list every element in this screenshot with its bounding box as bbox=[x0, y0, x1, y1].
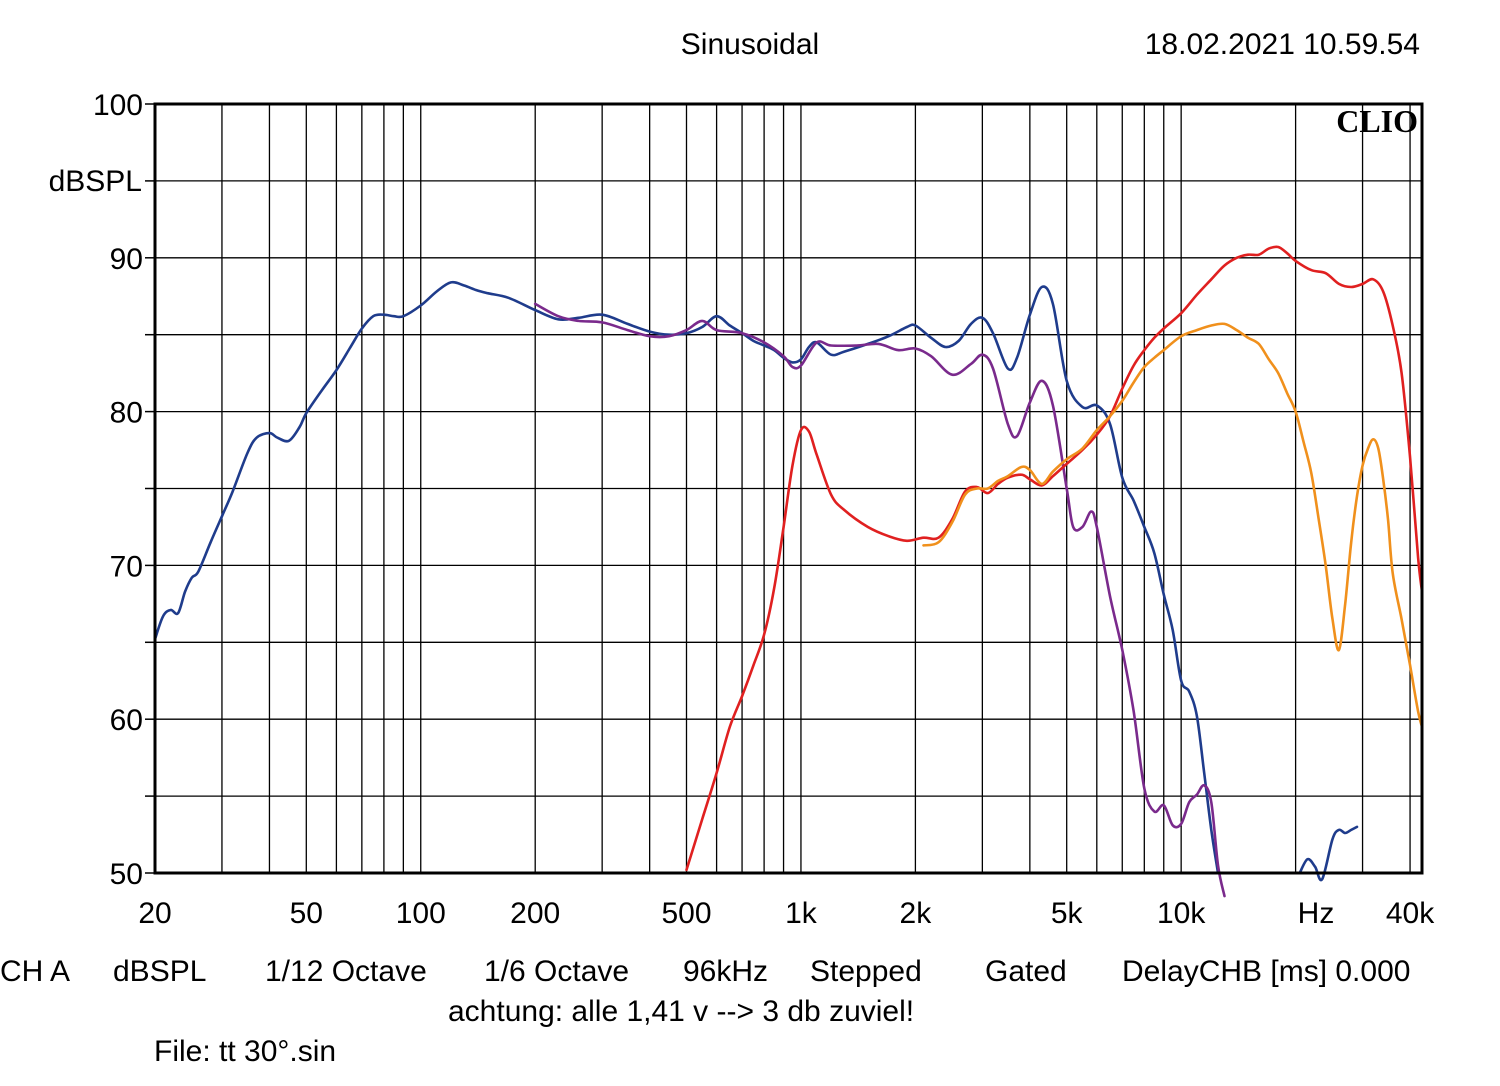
x-tick-label: 200 bbox=[510, 897, 560, 930]
x-tick-label: 100 bbox=[396, 897, 446, 930]
y-tick-label: 90 bbox=[110, 243, 143, 276]
response-curve-4 bbox=[922, 322, 1424, 729]
y-tick-label: 50 bbox=[110, 858, 143, 891]
measurement-timestamp: 18.02.2021 10.59.54 bbox=[1144, 28, 1420, 61]
x-axis-unit-label: Hz bbox=[1298, 897, 1335, 930]
sweep-mode-label: Stepped bbox=[810, 955, 922, 988]
y-tick-label: 100 bbox=[93, 89, 143, 122]
channel-label: CH A bbox=[0, 955, 71, 988]
x-axis-ticks: 20 50 100 200 500 1k 2k 5k 10k 40k bbox=[138, 897, 1435, 930]
y-tick-label: 80 bbox=[110, 397, 143, 430]
clio-brand-logo: CLIO bbox=[1336, 103, 1418, 139]
x-tick-label: 50 bbox=[290, 897, 323, 930]
response-curve-0 bbox=[153, 280, 1220, 875]
y-tick-label: 60 bbox=[110, 704, 143, 737]
smoothing-label: 1/12 Octave bbox=[265, 955, 427, 988]
chart-title: Sinusoidal bbox=[680, 28, 820, 61]
file-name: File: tt 30°.sin bbox=[154, 1035, 337, 1068]
x-tick-label: 10k bbox=[1157, 897, 1206, 930]
measurement-note: achtung: alle 1,41 v --> 3 db zuviel! bbox=[448, 995, 915, 1028]
x-tick-label: 500 bbox=[661, 897, 711, 930]
y-tick-label: 70 bbox=[110, 550, 143, 583]
delay-label: DelayCHB [ms] 0.000 bbox=[1122, 955, 1411, 988]
sample-rate-label: 96kHz bbox=[683, 955, 769, 988]
window-label: Gated bbox=[985, 955, 1067, 988]
x-tick-label: 2k bbox=[900, 897, 933, 930]
resolution-label: 1/6 Octave bbox=[484, 955, 630, 988]
x-tick-label: 1k bbox=[785, 897, 818, 930]
y-axis-label: dBSPL bbox=[49, 165, 142, 198]
unit-label: dBSPL bbox=[113, 955, 207, 988]
y-axis-ticks: 100 90 80 70 60 50 bbox=[93, 89, 155, 891]
x-tick-label: 20 bbox=[138, 897, 171, 930]
response-curve-2 bbox=[533, 302, 1226, 898]
response-curves bbox=[153, 245, 1424, 898]
x-tick-label: 40k bbox=[1386, 897, 1435, 930]
response-curve-3 bbox=[685, 245, 1424, 872]
response-curve-1 bbox=[1298, 825, 1359, 882]
x-tick-label: 5k bbox=[1051, 897, 1084, 930]
